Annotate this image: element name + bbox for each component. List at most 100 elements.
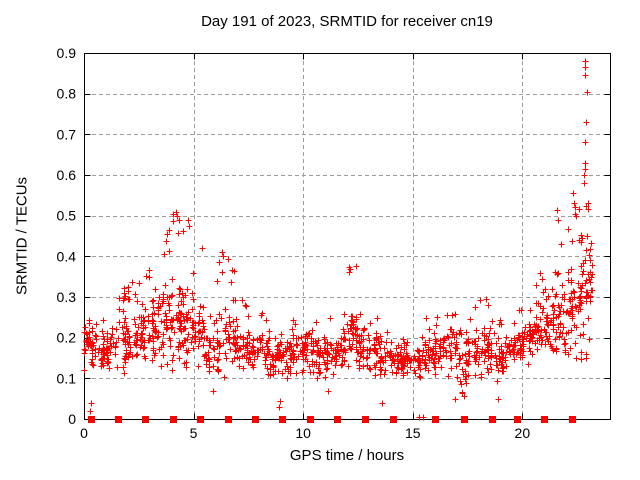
scatter-point xyxy=(537,316,544,323)
scatter-point xyxy=(237,346,244,353)
scatter-point xyxy=(99,328,106,335)
scatter-point xyxy=(451,334,458,341)
x-tick-label: 20 xyxy=(515,425,531,441)
scatter-point xyxy=(240,336,247,343)
scatter-point xyxy=(567,345,574,352)
scatter-point xyxy=(398,366,405,373)
scatter-point xyxy=(196,328,203,335)
scatter-point xyxy=(261,350,268,357)
scatter-point xyxy=(555,217,562,224)
scatter-point xyxy=(278,357,285,364)
scatter-point xyxy=(122,359,129,366)
scatter-point xyxy=(353,263,360,270)
scatter-point xyxy=(588,240,595,247)
scatter-point xyxy=(249,362,256,369)
scatter-point xyxy=(353,316,360,323)
scatter-point xyxy=(240,365,247,372)
scatter-point xyxy=(586,336,593,343)
scatter-point xyxy=(565,269,572,276)
scatter-point xyxy=(390,356,397,363)
scatter-point xyxy=(217,342,224,349)
scatter-point xyxy=(269,356,276,363)
scatter-point xyxy=(519,352,526,359)
y-tick-label: 0.5 xyxy=(57,208,77,224)
scatter-point xyxy=(489,318,496,325)
scatter-point xyxy=(196,336,203,343)
scatter-point xyxy=(414,347,421,354)
scatter-point xyxy=(511,342,518,349)
scatter-point xyxy=(222,306,229,313)
scatter-point xyxy=(425,352,432,359)
scatter-point xyxy=(265,346,272,353)
scatter-point xyxy=(210,335,217,342)
scatter-point xyxy=(564,308,571,315)
scatter-point xyxy=(306,363,313,370)
scatter-point xyxy=(420,414,427,421)
scatter-point xyxy=(440,352,447,359)
scatter-point xyxy=(517,342,524,349)
scatter-point xyxy=(293,370,300,377)
scatter-point xyxy=(176,355,183,362)
scatter-point xyxy=(475,361,482,368)
scatter-point xyxy=(303,342,310,349)
scatter-point xyxy=(150,347,157,354)
scatter-point xyxy=(354,325,361,332)
zero-marker xyxy=(88,416,95,423)
scatter-point xyxy=(416,362,423,369)
scatter-point xyxy=(414,357,421,364)
scatter-point xyxy=(170,352,177,359)
scatter-point xyxy=(587,246,594,253)
scatter-point xyxy=(534,346,541,353)
scatter-point xyxy=(529,351,536,358)
scatter-point xyxy=(457,355,464,362)
scatter-point xyxy=(495,396,502,403)
scatter-point xyxy=(503,349,510,356)
scatter-point xyxy=(87,338,94,345)
scatter-point xyxy=(158,318,165,325)
scatter-point xyxy=(320,354,327,361)
scatter-point xyxy=(404,369,411,376)
scatter-point xyxy=(338,362,345,369)
scatter-point xyxy=(457,378,464,385)
y-tick-label: 0.7 xyxy=(57,126,77,142)
scatter-point xyxy=(131,316,138,323)
scatter-point xyxy=(197,303,204,310)
scatter-point xyxy=(221,374,228,381)
scatter-point xyxy=(497,317,504,324)
scatter-point xyxy=(93,321,100,328)
scatter-point xyxy=(262,357,269,364)
scatter-point xyxy=(367,366,374,373)
scatter-point xyxy=(109,331,116,338)
scatter-point xyxy=(245,329,252,336)
scatter-point xyxy=(543,314,550,321)
scatter-point xyxy=(426,326,433,333)
scatter-point xyxy=(495,367,502,374)
scatter-point xyxy=(539,276,546,283)
scatter-point xyxy=(346,337,353,344)
scatter-point xyxy=(263,317,270,324)
scatter-point xyxy=(295,353,302,360)
scatter-point xyxy=(438,364,445,371)
zero-marker xyxy=(197,416,204,423)
scatter-point xyxy=(149,333,156,340)
scatter-point xyxy=(415,348,422,355)
scatter-point xyxy=(299,340,306,347)
zero-marker xyxy=(225,416,232,423)
scatter-point xyxy=(549,303,556,310)
scatter-point xyxy=(133,337,140,344)
scatter-point xyxy=(156,294,163,301)
scatter-point xyxy=(259,310,266,317)
scatter-point xyxy=(122,293,129,300)
scatter-point xyxy=(353,326,360,333)
scatter-point xyxy=(360,327,367,334)
scatter-point xyxy=(533,314,540,321)
x-tick-label: 0 xyxy=(80,425,88,441)
scatter-point xyxy=(417,374,424,381)
scatter-point xyxy=(570,190,577,197)
scatter-point xyxy=(582,72,589,79)
scatter-point xyxy=(476,354,483,361)
scatter-point xyxy=(108,334,115,341)
scatter-point xyxy=(169,292,176,299)
scatter-point xyxy=(186,223,193,230)
scatter-point xyxy=(215,356,222,363)
